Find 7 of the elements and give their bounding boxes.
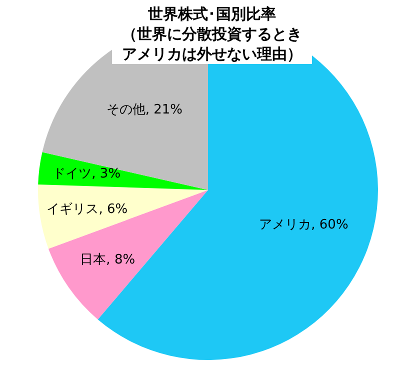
chart-subtitle: （世界に分散投資するときアメリカは外せない理由） — [121, 24, 303, 64]
slice-label: その他, 21% — [106, 102, 182, 118]
slice-label: 日本, 8% — [80, 252, 136, 268]
slice-label: アメリカ, 60% — [259, 218, 348, 233]
slice-label: イギリス, 6% — [46, 202, 128, 217]
slice-label: ドイツ, 3% — [52, 166, 121, 182]
chart-title: 世界株式･国別比率 — [147, 4, 277, 24]
